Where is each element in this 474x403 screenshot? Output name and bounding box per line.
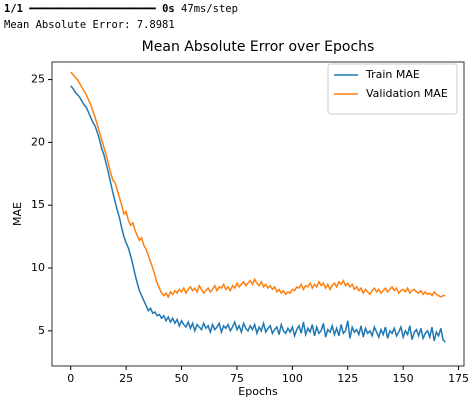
x-tick-label: 125 bbox=[337, 372, 358, 385]
y-tick-label: 25 bbox=[31, 73, 45, 86]
legend-label: Validation MAE bbox=[366, 87, 448, 100]
progress-bar: ━━━━━━━━━━━━━━━━━━━━ bbox=[29, 3, 156, 15]
y-tick-label: 10 bbox=[31, 261, 45, 274]
y-tick-label: 5 bbox=[38, 324, 45, 337]
x-tick-label: 0 bbox=[67, 372, 74, 385]
legend-box bbox=[327, 63, 458, 115]
step: 1/1 bbox=[4, 3, 23, 15]
x-axis-label: Epochs bbox=[238, 385, 278, 398]
x-tick-label: 175 bbox=[448, 372, 469, 385]
x-tick-label: 75 bbox=[230, 372, 244, 385]
legend-label: Train MAE bbox=[365, 68, 420, 81]
y-tick-label: 15 bbox=[31, 198, 45, 211]
time: 0s bbox=[162, 3, 175, 15]
series-line bbox=[70, 71, 446, 299]
x-tick-label: 100 bbox=[282, 372, 303, 385]
axes-frame bbox=[51, 61, 465, 367]
x-tick-label: 50 bbox=[175, 372, 189, 385]
chart-title: Mean Absolute Error over Epochs bbox=[142, 39, 375, 55]
result-line: Mean Absolute Error: 7.8981 bbox=[4, 19, 175, 31]
rate: 47ms/step bbox=[181, 3, 238, 15]
series-line bbox=[70, 85, 446, 343]
x-tick-label: 150 bbox=[393, 372, 414, 385]
progress-line: 1/1 ━━━━━━━━━━━━━━━━━━━━ 0s 47ms/step bbox=[4, 3, 238, 15]
y-axis-label: MAE bbox=[11, 202, 24, 226]
y-tick-label: 20 bbox=[31, 135, 45, 148]
x-tick-label: 25 bbox=[119, 372, 133, 385]
